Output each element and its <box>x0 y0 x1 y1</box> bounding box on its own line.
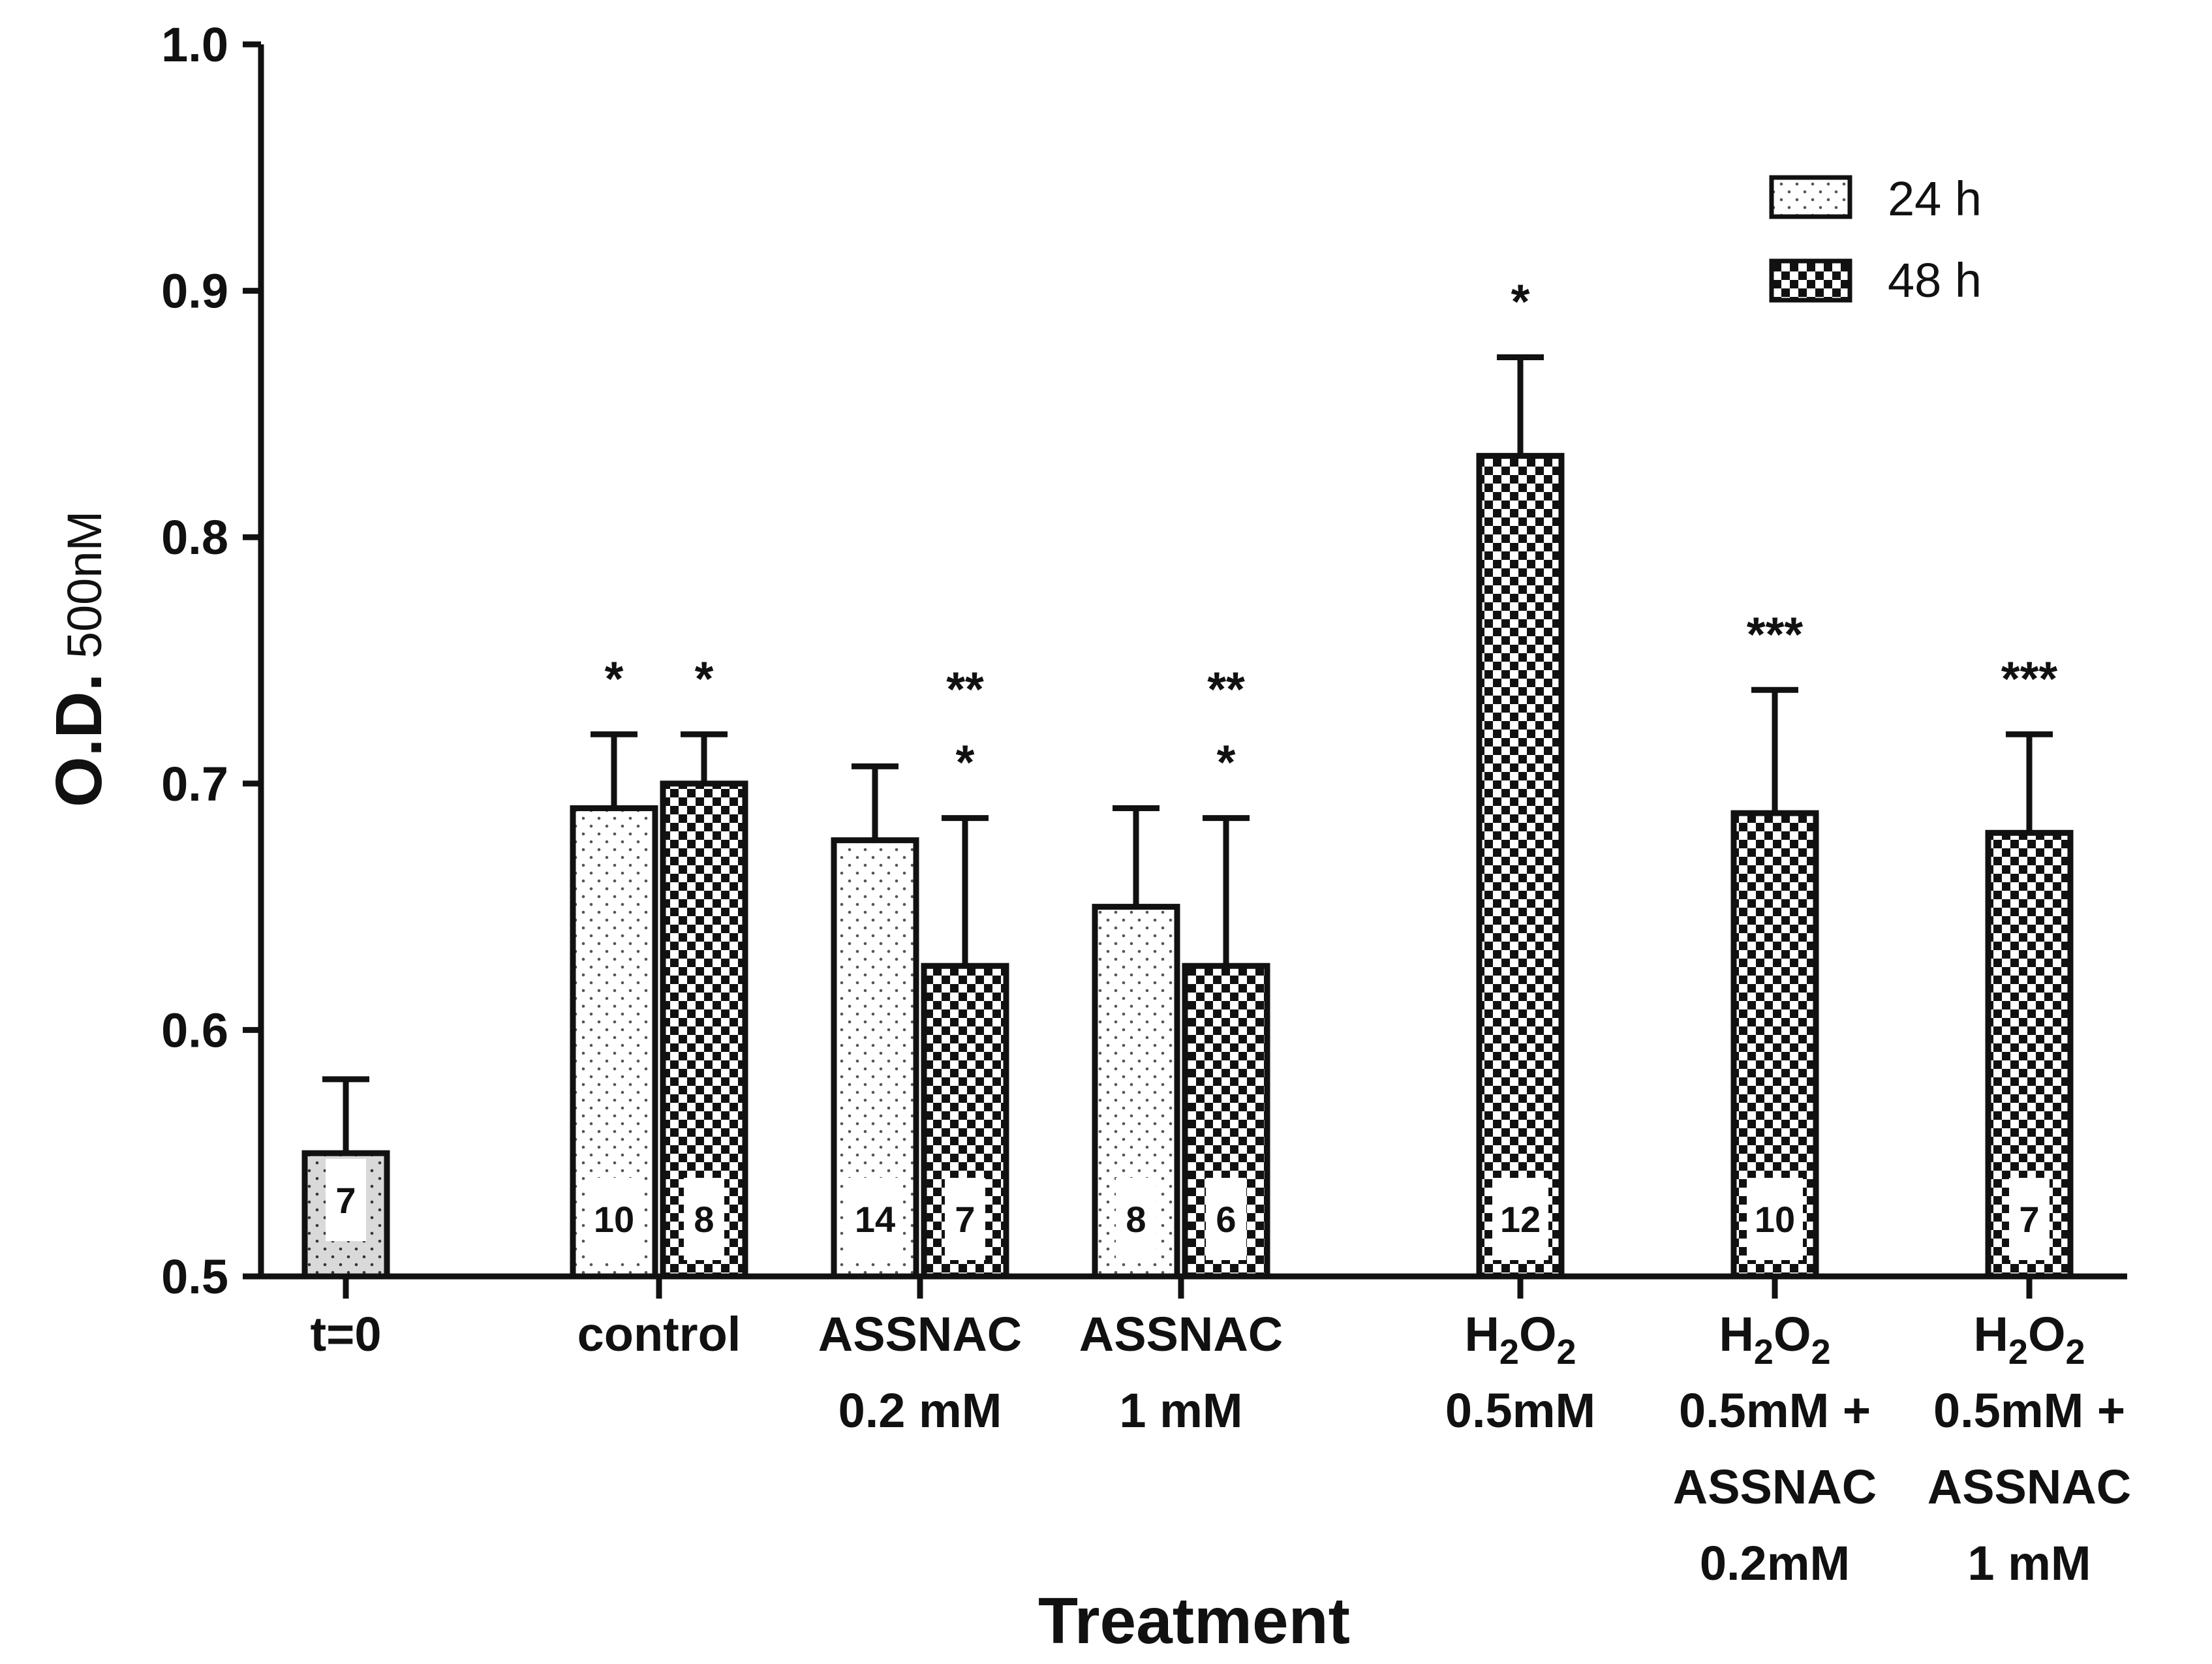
x-category-labels: t=0 control ASSNAC 0.2 mM ASSNAC 1 mM H2O2 0.5m… <box>310 1307 2131 1590</box>
y-axis-label: O.D. <box>42 673 115 808</box>
x-category-label: ASSNAC <box>1079 1307 1283 1361</box>
x-category-label: ASSNAC <box>1673 1460 1877 1514</box>
n-label-box <box>2009 1178 2050 1260</box>
x-category-label: 0.5mM + <box>1679 1383 1871 1438</box>
x-category-label: 0.5mM + <box>1933 1383 2125 1438</box>
legend: 24 h 48 h <box>1769 172 1982 307</box>
n-label-box <box>847 1178 903 1260</box>
bars: 7 10 8 14 7 8 6 12 10 7 <box>301 453 2074 1280</box>
n-label-box <box>1116 1178 1156 1260</box>
x-category-label: 0.2mM <box>1700 1536 1850 1590</box>
y-axis-label-subscript: 500nM <box>57 511 112 658</box>
n-label: 10 <box>1755 1199 1795 1240</box>
significance-marker: * <box>1217 735 1236 790</box>
legend-swatch-24h <box>1769 175 1852 219</box>
n-label: 12 <box>1500 1199 1541 1240</box>
n-label-box <box>586 1178 642 1260</box>
significance-marker: ** <box>1207 662 1245 716</box>
n-label-box <box>326 1159 366 1241</box>
error-bars <box>322 354 2053 1154</box>
n-label: 8 <box>1126 1199 1146 1240</box>
x-axis-ticks <box>343 1276 2033 1299</box>
n-label: 8 <box>694 1199 714 1240</box>
n-label: 7 <box>955 1199 975 1240</box>
significance-marker: * <box>1511 275 1530 329</box>
x-category-label: 0.2 mM <box>838 1383 1002 1438</box>
n-label-box <box>1206 1178 1246 1260</box>
legend-swatch-48h <box>1769 258 1852 303</box>
n-label-box <box>1492 1178 1548 1260</box>
x-category-label: t=0 <box>310 1307 381 1361</box>
x-category-label: H2O2 <box>1973 1307 2085 1372</box>
y-tick-label: 0.7 <box>161 757 228 811</box>
n-label: 6 <box>1216 1199 1236 1240</box>
n-label: 14 <box>855 1199 895 1240</box>
significance-marker: * <box>956 735 975 790</box>
y-tick-label: 0.9 <box>161 264 228 318</box>
n-label-box <box>684 1178 724 1260</box>
bar <box>1476 453 1565 1280</box>
significance-marker: * <box>695 651 714 705</box>
legend-label-48h: 48 h <box>1888 253 1982 307</box>
n-label: 7 <box>335 1180 356 1221</box>
significance-marker: *** <box>1747 607 1804 661</box>
significance-marker: ** <box>946 662 984 716</box>
significance-marker: * <box>605 651 624 705</box>
n-label: 7 <box>2019 1199 2039 1240</box>
n-label: 10 <box>594 1199 634 1240</box>
y-tick-label: 0.8 <box>161 510 228 564</box>
x-category-label: control <box>577 1307 741 1361</box>
x-category-label: 1 mM <box>1967 1536 2091 1590</box>
y-tick-label: 0.5 <box>161 1250 228 1304</box>
n-label-box <box>1747 1178 1803 1260</box>
x-category-label: 1 mM <box>1119 1383 1242 1438</box>
y-tick-label: 0.6 <box>161 1003 228 1057</box>
n-label-box <box>945 1178 985 1260</box>
x-category-label: H2O2 <box>1464 1307 1576 1372</box>
annotations: * * ************* <box>605 275 2058 790</box>
svg-text:O.D. 500nM: O.D. 500nM <box>42 511 115 807</box>
y-axis-ticks: 0.5 0.6 0.7 0.8 0.9 1.0 <box>161 18 261 1304</box>
y-tick-label: 1.0 <box>161 18 228 72</box>
significance-marker: *** <box>2001 651 2058 705</box>
legend-label-24h: 24 h <box>1888 172 1982 226</box>
x-axis-label: Treatment <box>1038 1584 1350 1657</box>
x-category-label: 0.5mM <box>1445 1383 1595 1438</box>
x-category-label: ASSNAC <box>1928 1460 2131 1514</box>
x-category-label: ASSNAC <box>818 1307 1022 1361</box>
x-category-label: H2O2 <box>1719 1307 1830 1372</box>
